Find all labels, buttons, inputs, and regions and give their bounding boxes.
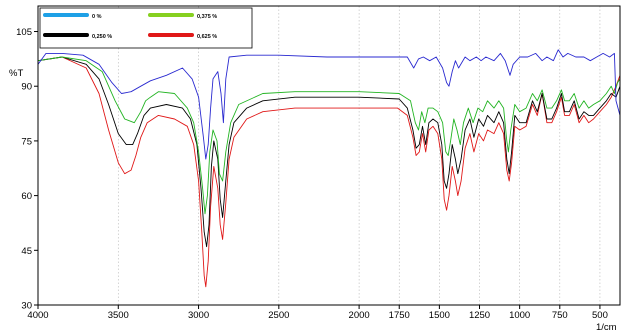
x-tick-label: 2000 bbox=[349, 310, 370, 321]
y-tick-label: 45 bbox=[21, 246, 32, 257]
y-tick-label: 30 bbox=[21, 301, 32, 312]
legend: 0 % 0,375 % 0,250 % 0,625 % bbox=[39, 7, 253, 49]
x-axis-unit-label: 1/cm bbox=[596, 322, 617, 333]
x-tick-label: 3500 bbox=[108, 310, 129, 321]
x-tick-label: 1000 bbox=[509, 310, 530, 321]
y-tick-label: 75 bbox=[21, 136, 32, 147]
y-tick-label: 60 bbox=[21, 191, 32, 202]
y-axis-ticks: 30 45 60 75 90 105 bbox=[16, 27, 38, 312]
y-tick-label: 105 bbox=[16, 27, 32, 38]
y-tick-label: 90 bbox=[21, 82, 32, 93]
x-tick-label: 2500 bbox=[268, 310, 289, 321]
x-tick-label: 3000 bbox=[188, 310, 209, 321]
series-line bbox=[37, 56, 621, 248]
vertical-gridlines bbox=[117, 6, 601, 305]
legend-label: 0,625 % bbox=[197, 34, 217, 40]
x-tick-label: 1750 bbox=[389, 310, 410, 321]
x-tick-label: 1250 bbox=[469, 310, 490, 321]
legend-label: 0 % bbox=[92, 14, 102, 20]
x-tick-label: 500 bbox=[592, 310, 608, 321]
series-line bbox=[37, 49, 621, 160]
plot-frame bbox=[37, 5, 621, 306]
legend-label: 0,250 % bbox=[92, 34, 112, 40]
x-axis-ticks: 4000 3500 3000 2500 2000 1750 1500 1250 1000 750 5… bbox=[27, 305, 608, 321]
y-axis-unit-label: %T bbox=[9, 68, 23, 79]
x-tick-label: 4000 bbox=[27, 310, 48, 321]
x-tick-label: 750 bbox=[552, 310, 568, 321]
spectrum-lines bbox=[37, 49, 621, 288]
legend-label: 0,375 % bbox=[197, 14, 217, 20]
series-line bbox=[37, 56, 621, 215]
series-line bbox=[37, 56, 621, 288]
x-tick-label: 1500 bbox=[429, 310, 450, 321]
